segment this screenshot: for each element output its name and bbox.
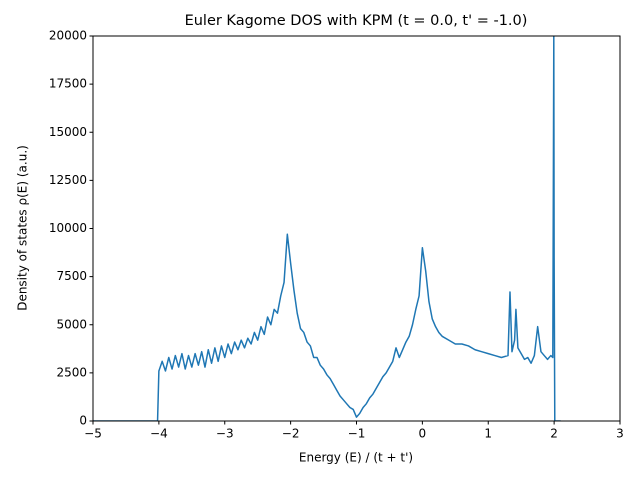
x-tick-label: −1	[348, 427, 366, 441]
x-tick-label: −2	[282, 427, 300, 441]
y-tick-label: 17500	[49, 77, 87, 91]
data-line	[93, 36, 561, 421]
y-tick-label: 20000	[49, 29, 87, 43]
y-tick-label: 0	[79, 414, 87, 428]
x-tick-label: −5	[84, 427, 102, 441]
plot-area	[93, 36, 561, 421]
x-tick-label: 2	[550, 427, 558, 441]
y-tick-label: 5000	[56, 317, 87, 331]
x-tick-label: 0	[419, 427, 427, 441]
x-tick-label: −4	[150, 427, 168, 441]
axes-frame	[92, 35, 621, 422]
y-tick-label: 12500	[49, 173, 87, 187]
y-tick-label: 2500	[56, 365, 87, 379]
x-axis-label: Energy (E) / (t + t')	[299, 451, 413, 465]
y-tick-label: 10000	[49, 221, 87, 235]
y-axis-label: Density of states ρ(E) (a.u.)	[16, 145, 30, 311]
chart-title: Euler Kagome DOS with KPM (t = 0.0, t' =…	[185, 13, 528, 29]
y-tick-label: 7500	[56, 269, 87, 283]
y-tick-label: 15000	[49, 125, 87, 139]
x-tick-label: 1	[484, 427, 492, 441]
x-tick-label: 3	[616, 427, 624, 441]
x-tick-label: −3	[216, 427, 234, 441]
